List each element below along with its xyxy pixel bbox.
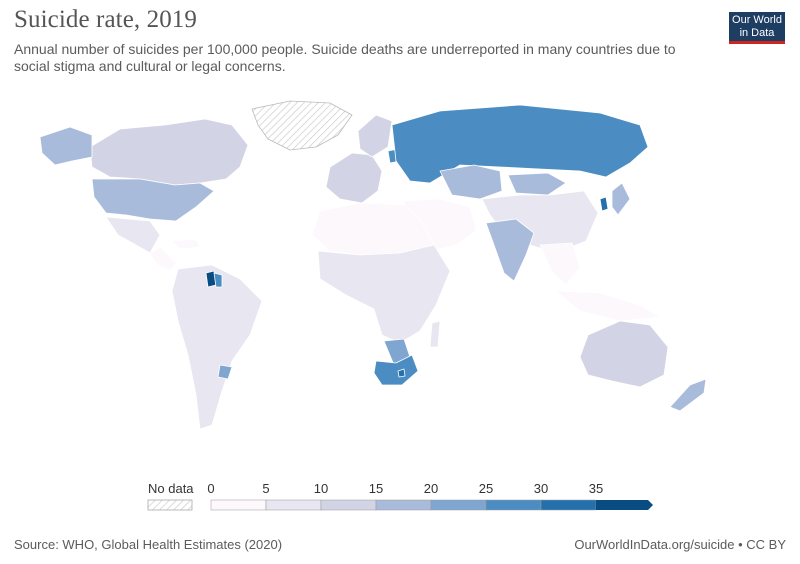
- legend-tick-20: 20: [424, 481, 438, 496]
- legend-bin-25[interactable]: [485, 499, 542, 511]
- region-korea[interactable]: [599, 196, 609, 212]
- region-new-zealand[interactable]: [669, 378, 707, 412]
- region-greenland[interactable]: [251, 100, 353, 151]
- region-central-africa[interactable]: [317, 244, 451, 344]
- region-kazakhstan[interactable]: [439, 164, 503, 200]
- credit-link[interactable]: OurWorldInData.org/suicide • CC BY: [574, 537, 786, 552]
- world-map: [39, 100, 707, 430]
- region-central-america[interactable]: [149, 246, 177, 272]
- region-suriname[interactable]: [213, 272, 223, 288]
- legend-tick-25: 25: [479, 481, 493, 496]
- legend-no-data-swatch[interactable]: [147, 499, 193, 511]
- region-mongolia[interactable]: [507, 172, 567, 196]
- source-note: Source: WHO, Global Health Estimates (20…: [14, 537, 283, 552]
- map-legend: No data 0 5 10 15 20 25 30 35: [147, 481, 653, 511]
- region-south-africa[interactable]: [373, 354, 419, 386]
- region-alaska[interactable]: [39, 126, 93, 166]
- region-india[interactable]: [485, 218, 535, 282]
- region-indonesia[interactable]: [555, 290, 661, 322]
- chart-title: Suicide rate, 2019: [14, 6, 198, 33]
- region-scandinavia[interactable]: [357, 114, 393, 158]
- region-southeast-asia[interactable]: [539, 242, 581, 286]
- chart-subtitle: Annual number of suicides per 100,000 pe…: [14, 41, 676, 74]
- legend-tick-0: 0: [207, 481, 214, 496]
- legend-tick-15: 15: [369, 481, 383, 496]
- region-caribbean[interactable]: [171, 238, 201, 250]
- legend-tick-30: 30: [534, 481, 548, 496]
- legend-tick-5: 5: [262, 481, 269, 496]
- legend-bin-15[interactable]: [375, 499, 432, 511]
- region-madagascar[interactable]: [429, 320, 441, 348]
- logo-line-2: in Data: [739, 27, 775, 39]
- legend-no-data-label: No data: [148, 481, 194, 496]
- region-russia[interactable]: [391, 104, 649, 184]
- region-western-europe[interactable]: [325, 152, 383, 204]
- legend-bin-20[interactable]: [430, 499, 487, 511]
- legend-bin-30[interactable]: [540, 499, 597, 511]
- region-canada[interactable]: [89, 118, 249, 186]
- legend-arrow: [596, 500, 653, 510]
- region-south-america[interactable]: [171, 264, 263, 430]
- legend-bin-10[interactable]: [320, 499, 377, 511]
- owid-logo[interactable]: Our World in Data: [729, 12, 785, 44]
- region-australia[interactable]: [579, 320, 669, 388]
- region-uruguay[interactable]: [217, 364, 233, 380]
- legend-bin-5[interactable]: [265, 499, 322, 511]
- region-japan[interactable]: [611, 182, 631, 216]
- region-lesotho[interactable]: [397, 368, 406, 378]
- legend-tick-35: 35: [589, 481, 603, 496]
- legend-tick-10: 10: [314, 481, 328, 496]
- legend-bin-0[interactable]: [210, 499, 267, 511]
- region-usa[interactable]: [91, 178, 215, 222]
- region-mexico[interactable]: [105, 216, 161, 254]
- logo-line-1: Our World: [732, 14, 782, 26]
